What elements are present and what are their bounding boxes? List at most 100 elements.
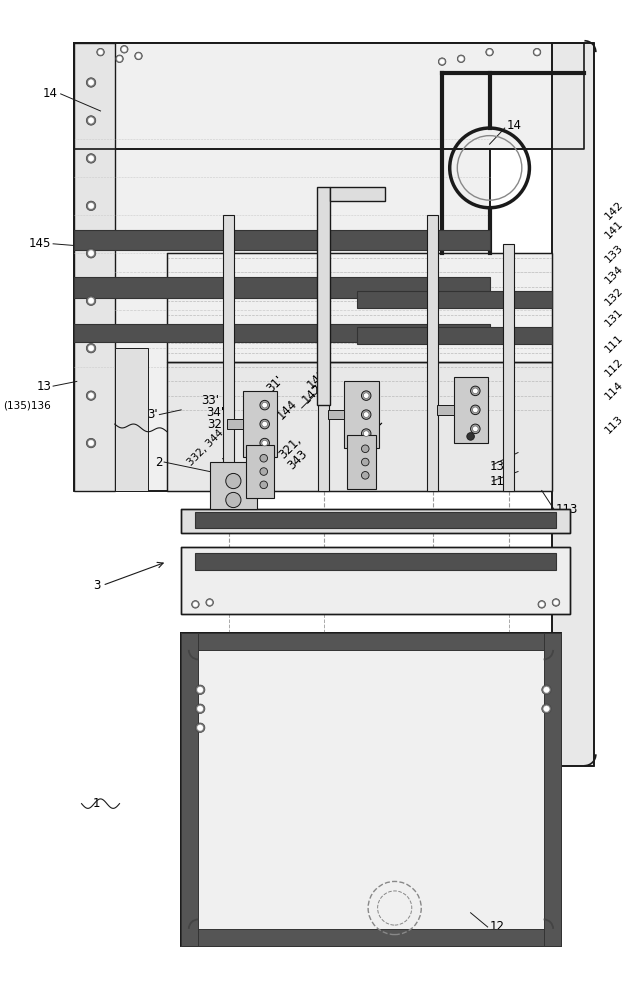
- Circle shape: [486, 48, 493, 56]
- Text: 133: 133: [603, 242, 625, 264]
- Circle shape: [438, 58, 446, 65]
- Circle shape: [87, 154, 96, 163]
- Text: (135)136: (135)136: [3, 400, 51, 410]
- Polygon shape: [317, 187, 330, 405]
- Circle shape: [364, 431, 369, 436]
- Polygon shape: [181, 547, 570, 614]
- Circle shape: [260, 481, 268, 489]
- Polygon shape: [329, 410, 344, 419]
- Text: 32': 32': [208, 418, 226, 431]
- Text: 14: 14: [43, 87, 58, 100]
- Text: 134: 134: [603, 263, 626, 285]
- Text: 112: 112: [603, 356, 626, 378]
- Text: 343: 343: [285, 448, 310, 473]
- Polygon shape: [503, 244, 514, 491]
- Polygon shape: [115, 348, 148, 491]
- Circle shape: [260, 454, 268, 462]
- Polygon shape: [357, 291, 552, 308]
- Circle shape: [87, 78, 96, 87]
- Polygon shape: [74, 43, 115, 491]
- Circle shape: [116, 55, 124, 63]
- Polygon shape: [196, 553, 556, 570]
- Text: 31': 31': [264, 373, 286, 395]
- Circle shape: [88, 345, 94, 351]
- Polygon shape: [74, 43, 490, 491]
- Text: 33': 33': [201, 394, 219, 407]
- Circle shape: [535, 50, 539, 55]
- Circle shape: [471, 405, 480, 415]
- Polygon shape: [223, 215, 234, 491]
- Text: 34': 34': [206, 406, 224, 419]
- Text: 142: 142: [603, 200, 626, 222]
- Polygon shape: [357, 327, 552, 344]
- Circle shape: [120, 45, 128, 53]
- Circle shape: [473, 388, 478, 394]
- Text: 141: 141: [305, 366, 330, 391]
- Circle shape: [117, 56, 122, 61]
- Polygon shape: [243, 391, 277, 457]
- Text: 113: 113: [556, 503, 578, 516]
- Polygon shape: [181, 509, 570, 533]
- Circle shape: [554, 600, 559, 605]
- Polygon shape: [347, 435, 376, 489]
- Text: 13: 13: [36, 380, 51, 393]
- Text: 321,: 321,: [276, 434, 303, 462]
- Circle shape: [196, 704, 205, 713]
- Circle shape: [87, 296, 96, 305]
- Polygon shape: [181, 633, 561, 650]
- Polygon shape: [181, 633, 561, 946]
- Circle shape: [226, 473, 241, 489]
- Circle shape: [260, 468, 268, 475]
- Circle shape: [196, 723, 205, 732]
- Circle shape: [466, 433, 475, 440]
- Text: 31: 31: [366, 414, 386, 434]
- Circle shape: [196, 685, 205, 695]
- Text: 132: 132: [603, 285, 626, 307]
- Text: 332, 344: 332, 344: [186, 428, 226, 468]
- Polygon shape: [209, 462, 257, 509]
- Circle shape: [471, 424, 480, 434]
- Circle shape: [88, 298, 94, 304]
- Circle shape: [539, 602, 544, 607]
- Circle shape: [362, 410, 371, 419]
- Polygon shape: [227, 419, 243, 429]
- Text: 3: 3: [93, 579, 100, 592]
- Circle shape: [552, 599, 560, 606]
- Circle shape: [88, 250, 94, 256]
- Circle shape: [362, 429, 371, 438]
- Circle shape: [471, 386, 480, 396]
- Text: 12: 12: [490, 920, 505, 933]
- Circle shape: [97, 48, 104, 56]
- Circle shape: [87, 249, 96, 258]
- Polygon shape: [74, 324, 490, 342]
- Circle shape: [256, 447, 264, 454]
- Circle shape: [440, 59, 445, 64]
- Circle shape: [260, 400, 270, 410]
- Text: 32: 32: [256, 445, 276, 464]
- Polygon shape: [167, 362, 552, 491]
- Circle shape: [198, 687, 203, 693]
- Circle shape: [135, 52, 142, 60]
- Circle shape: [487, 50, 492, 55]
- Circle shape: [193, 602, 198, 607]
- Circle shape: [206, 599, 213, 606]
- Polygon shape: [246, 445, 274, 498]
- Polygon shape: [74, 230, 490, 250]
- Circle shape: [473, 407, 478, 413]
- Circle shape: [262, 421, 268, 427]
- Circle shape: [533, 48, 541, 56]
- Circle shape: [88, 440, 94, 446]
- Text: 33: 33: [221, 457, 235, 470]
- Circle shape: [362, 472, 369, 479]
- Circle shape: [544, 687, 549, 693]
- Polygon shape: [181, 929, 561, 946]
- Circle shape: [260, 419, 270, 429]
- Circle shape: [364, 412, 369, 417]
- Text: 114: 114: [603, 380, 626, 402]
- Circle shape: [364, 393, 369, 398]
- Circle shape: [362, 391, 371, 400]
- Text: 14: 14: [507, 119, 522, 132]
- Circle shape: [544, 706, 549, 712]
- Text: 116: 116: [451, 552, 477, 577]
- Text: 142: 142: [300, 381, 325, 406]
